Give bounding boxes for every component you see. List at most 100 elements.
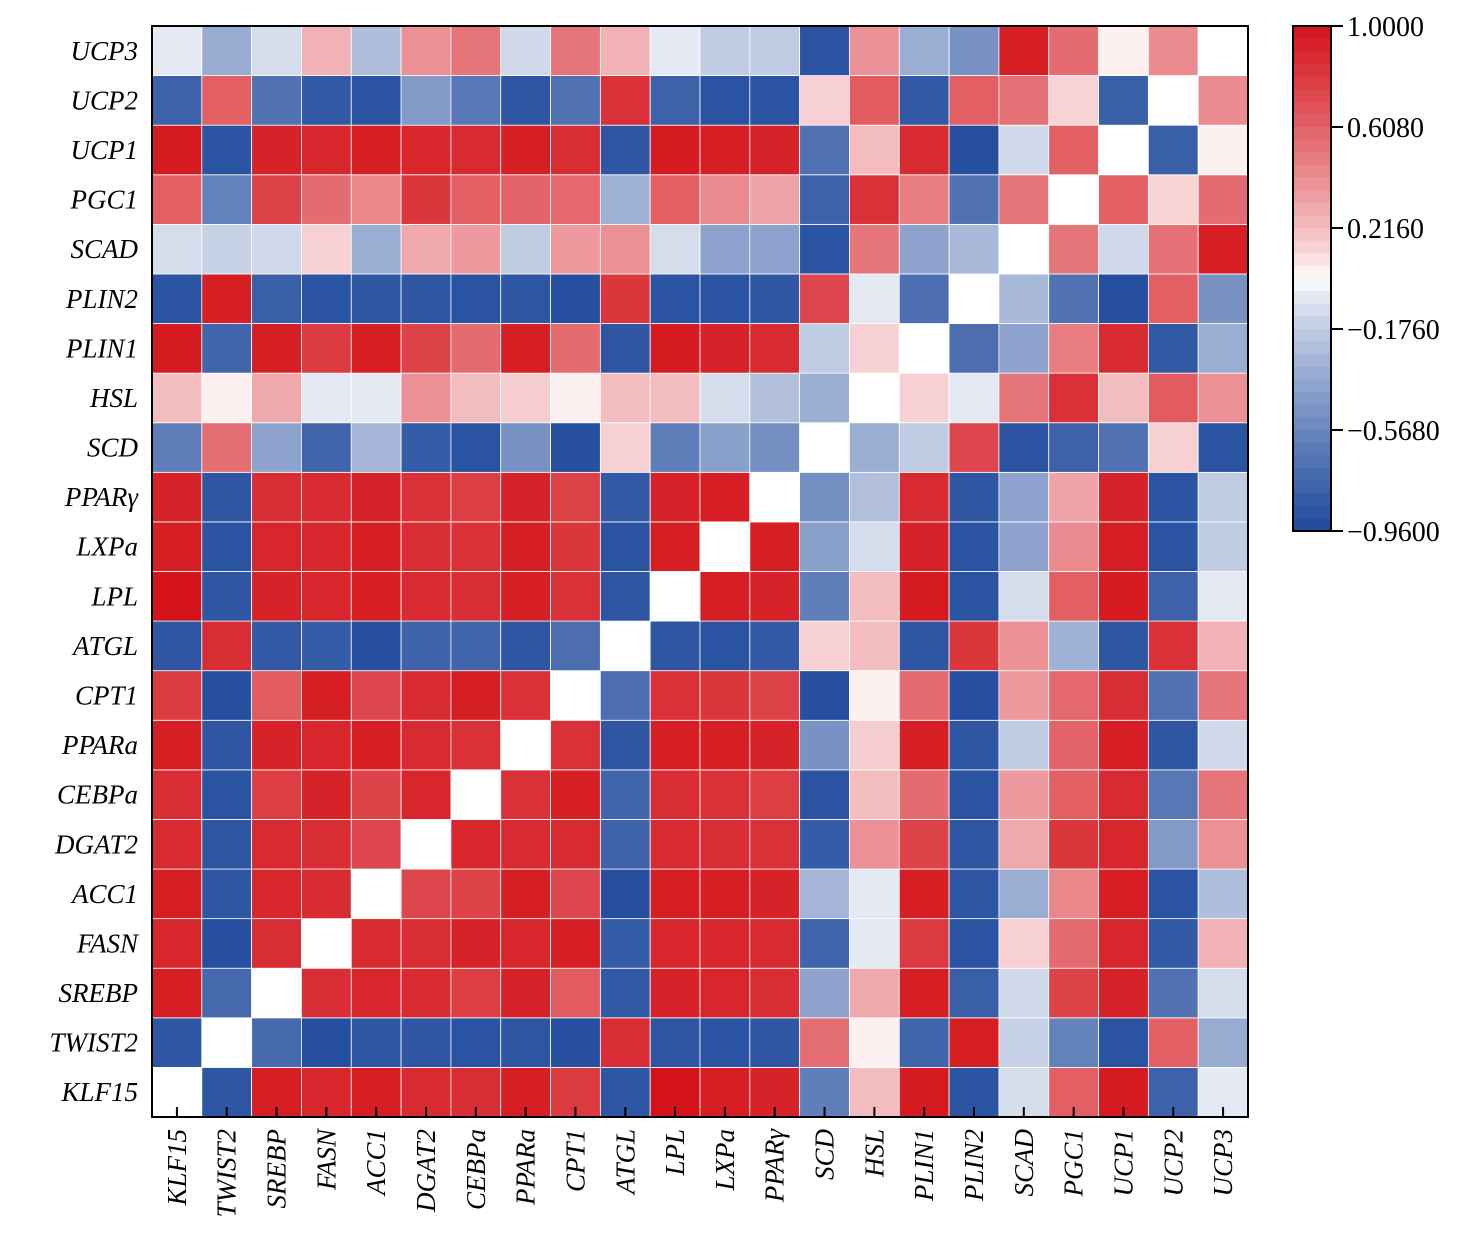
heatmap-cell	[649, 670, 701, 721]
heatmap-cell	[450, 124, 502, 176]
heatmap-cell	[500, 670, 551, 721]
heatmap-cell	[151, 1017, 203, 1068]
heatmap-cell	[699, 521, 751, 572]
heatmap-cell	[450, 174, 502, 225]
heatmap-cell	[898, 75, 950, 126]
heatmap-cell	[1147, 422, 1199, 473]
heatmap-cell	[649, 124, 701, 176]
heatmap-cell	[948, 372, 1000, 424]
heatmap-cell	[948, 124, 1000, 176]
heatmap-cell	[898, 25, 950, 76]
heatmap-cell	[849, 769, 900, 820]
colorbar-swatch	[1293, 379, 1331, 393]
heatmap-cell	[1048, 571, 1099, 622]
heatmap-cell	[1197, 769, 1249, 820]
heatmap-cell	[500, 422, 551, 473]
heatmap-cell	[799, 1017, 850, 1068]
heatmap-cell	[599, 521, 651, 572]
heatmap-cell	[1098, 967, 1149, 1019]
heatmap-cell	[1147, 372, 1199, 424]
x-tick-label: PLIN2	[959, 1129, 989, 1202]
colorbar-swatch	[1293, 341, 1331, 355]
heatmap-cell	[1098, 25, 1149, 76]
heatmap-cell	[799, 471, 850, 523]
x-tick-label: DGAT2	[411, 1129, 441, 1213]
heatmap-cell	[301, 918, 352, 969]
colorbar-frame	[1292, 25, 1332, 532]
heatmap-cell	[699, 1017, 751, 1068]
heatmap-cell	[849, 719, 900, 771]
heatmap-cell	[699, 868, 751, 920]
heatmap-cell	[599, 819, 651, 870]
heatmap-cell	[350, 719, 402, 771]
heatmap-cell	[699, 372, 751, 424]
heatmap-cell	[301, 670, 352, 721]
heatmap-cell	[649, 1017, 701, 1068]
heatmap-cell	[1048, 620, 1099, 672]
heatmap-cell	[500, 372, 551, 424]
heatmap-cell	[1098, 323, 1149, 374]
heatmap-cell	[350, 819, 402, 870]
y-tick-label: SCAD	[71, 234, 139, 264]
heatmap-cell	[450, 769, 502, 820]
heatmap-cell	[550, 75, 601, 126]
heatmap-cell	[151, 769, 203, 820]
colorbar-swatch	[1293, 329, 1331, 343]
heatmap-cell	[500, 273, 551, 324]
heatmap-cell	[151, 75, 203, 126]
heatmap-cell	[1197, 819, 1249, 870]
heatmap-cell	[948, 422, 1000, 473]
heatmap-cell	[799, 819, 850, 870]
heatmap-cell	[450, 868, 502, 920]
heatmap-cell	[251, 967, 302, 1019]
heatmap-cell	[599, 769, 651, 820]
heatmap-cell	[1048, 918, 1099, 969]
colorbar-swatch	[1293, 291, 1331, 305]
colorbar-swatch	[1293, 202, 1331, 216]
heatmap-cell	[1197, 422, 1249, 473]
heatmap-cell	[1048, 769, 1099, 820]
y-tick-label: PGC1	[70, 185, 139, 215]
heatmap-cell	[201, 174, 253, 225]
heatmap-cell	[550, 25, 601, 76]
heatmap-cell	[998, 819, 1050, 870]
heatmap-cell	[1147, 819, 1199, 870]
heatmap-cell	[749, 918, 801, 969]
heatmap-cell	[699, 323, 751, 374]
heatmap-cell	[400, 769, 452, 820]
heatmap-cell	[350, 967, 402, 1019]
heatmap-cell	[350, 670, 402, 721]
heatmap-cell	[450, 719, 502, 771]
heatmap-cell	[450, 1017, 502, 1068]
heatmap-cell	[1048, 868, 1099, 920]
colorbar-tick-label: −0.5680	[1347, 416, 1440, 447]
heatmap-cell	[500, 620, 551, 672]
heatmap-cell	[948, 273, 1000, 324]
colorbar-swatch	[1293, 354, 1331, 368]
heatmap-cell	[849, 967, 900, 1019]
colorbar-swatch	[1293, 417, 1331, 431]
heatmap-cell	[799, 223, 850, 275]
heatmap-cell	[500, 868, 551, 920]
heatmap-cell	[500, 1017, 551, 1068]
colorbar-swatch	[1293, 518, 1331, 532]
heatmap-cell	[898, 471, 950, 523]
heatmap-cell	[599, 75, 651, 126]
heatmap-cell	[1147, 967, 1199, 1019]
colorbar-swatch	[1293, 505, 1331, 519]
heatmap-cell	[1098, 719, 1149, 771]
heatmap-cell	[400, 521, 452, 572]
heatmap-cell	[350, 223, 402, 275]
heatmap-cell	[251, 670, 302, 721]
heatmap-cell	[849, 471, 900, 523]
colorbar-tick-label: 1.0000	[1347, 12, 1424, 43]
heatmap-cell	[301, 323, 352, 374]
colorbar-swatch	[1293, 240, 1331, 254]
heatmap-cell	[898, 719, 950, 771]
heatmap-cell	[898, 670, 950, 721]
colorbar-swatch	[1293, 101, 1331, 115]
heatmap-cell	[1098, 918, 1149, 969]
y-tick-label: UCP3	[71, 36, 139, 66]
heatmap-cell	[450, 25, 502, 76]
heatmap-cell	[350, 918, 402, 969]
